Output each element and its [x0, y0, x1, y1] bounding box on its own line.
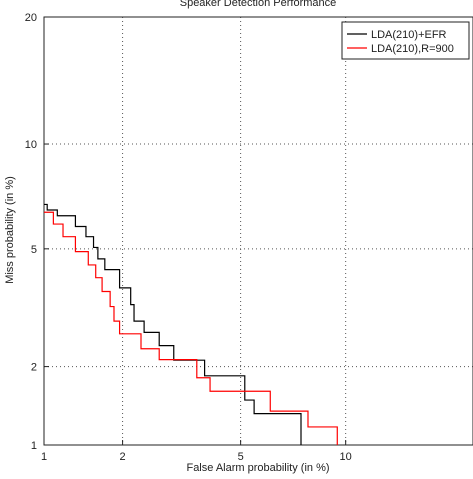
grid-lines	[44, 17, 473, 445]
x-tick-label: 10	[340, 451, 352, 463]
series-line-lda210-efr	[44, 203, 302, 445]
axis-ticks: 1 2 5 10 1 2 5 10 20	[25, 12, 352, 463]
plot-frame	[43, 16, 473, 446]
y-tick-label: 20	[25, 12, 37, 24]
y-axis-label: Miss probability (in %)	[4, 176, 16, 284]
y-tick-label: 1	[31, 440, 37, 452]
legend-label-lda210-r900: LDA(210),R=900	[371, 43, 454, 55]
x-tick-label: 2	[120, 451, 126, 463]
y-tick-label: 10	[25, 139, 37, 151]
x-tick-label: 5	[238, 451, 244, 463]
legend-box	[341, 21, 470, 60]
series-line-lda210-r900	[44, 211, 338, 445]
chart-title: Speaker Detection Performance	[180, 0, 337, 9]
y-tick-label: 5	[31, 244, 37, 256]
legend: LDA(210)+EFR LDA(210),R=900	[341, 21, 470, 60]
y-tick-label: 2	[31, 362, 37, 374]
x-axis-label: False Alarm probability (in %)	[186, 462, 329, 474]
x-tick-label: 1	[41, 451, 47, 463]
legend-label-lda210-efr: LDA(210)+EFR	[371, 29, 447, 41]
series-lines	[44, 203, 338, 445]
